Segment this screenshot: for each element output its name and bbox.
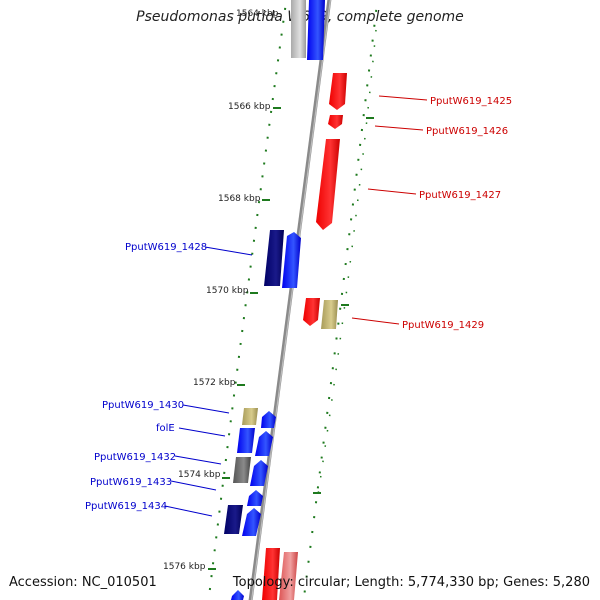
- label-PputW619_1427[interactable]: PputW619_1427: [419, 190, 501, 201]
- accession-text: Accession: NC_010501: [9, 575, 157, 590]
- scale-label-1574: 1574 kbp: [178, 470, 221, 480]
- scale-label-1566: 1566 kbp: [228, 102, 271, 112]
- scale-label-1570: 1570 kbp: [206, 286, 249, 296]
- gene-PputW619_1432[interactable]: [233, 457, 268, 486]
- leader-lines: [164, 95, 428, 517]
- outer-tick-track-2: [317, 29, 377, 496]
- gene-PputW619_1427[interactable]: [316, 139, 340, 230]
- scale-label-1568: 1568 kbp: [218, 194, 261, 204]
- label-PputW619_1432[interactable]: PputW619_1432: [94, 452, 176, 463]
- gene-top-gray[interactable]: [291, 0, 306, 58]
- genome-summary-text: Topology: circular; Length: 5,774,330 bp…: [232, 575, 590, 590]
- genome-backbone-highlight: [251, 0, 331, 600]
- gene-PputW619_1426[interactable]: [328, 115, 343, 129]
- gene-PputW619_1430[interactable]: [242, 408, 276, 428]
- label-PputW619_1429[interactable]: PputW619_1429: [402, 320, 484, 331]
- major-ticks: [208, 107, 374, 570]
- label-PputW619_1434[interactable]: PputW619_1434: [85, 501, 167, 512]
- label-PputW619_1430[interactable]: PputW619_1430: [102, 400, 184, 411]
- gene-PputW619_1429-red[interactable]: [303, 298, 320, 326]
- inner-tick-track: [207, 0, 288, 600]
- label-PputW619_1433[interactable]: PputW619_1433: [90, 477, 172, 488]
- label-PputW619_1426[interactable]: PputW619_1426: [426, 126, 508, 137]
- gene-PputW619_1429[interactable]: [321, 300, 338, 329]
- label-folE[interactable]: folE: [156, 423, 175, 434]
- scale-label-1564: 1564 kbp: [236, 9, 279, 19]
- label-PputW619_1425[interactable]: PputW619_1425: [430, 96, 512, 107]
- gene-top-blue[interactable]: [307, 0, 325, 60]
- gene-PputW619_1425[interactable]: [329, 73, 347, 110]
- gene-PputW619_1433[interactable]: [247, 490, 263, 506]
- genome-backbone: [248, 0, 332, 600]
- label-PputW619_1428[interactable]: PputW619_1428: [125, 242, 207, 253]
- gene-bottom-blue[interactable]: [231, 590, 244, 600]
- scale-label-1576: 1576 kbp: [163, 562, 206, 572]
- gene-bottom-red[interactable]: [262, 548, 298, 600]
- scale-label-1572: 1572 kbp: [193, 378, 236, 388]
- gene-PputW619_1434[interactable]: [224, 505, 261, 536]
- gene-folE[interactable]: [237, 428, 273, 456]
- gene-PputW619_1428[interactable]: [264, 230, 301, 288]
